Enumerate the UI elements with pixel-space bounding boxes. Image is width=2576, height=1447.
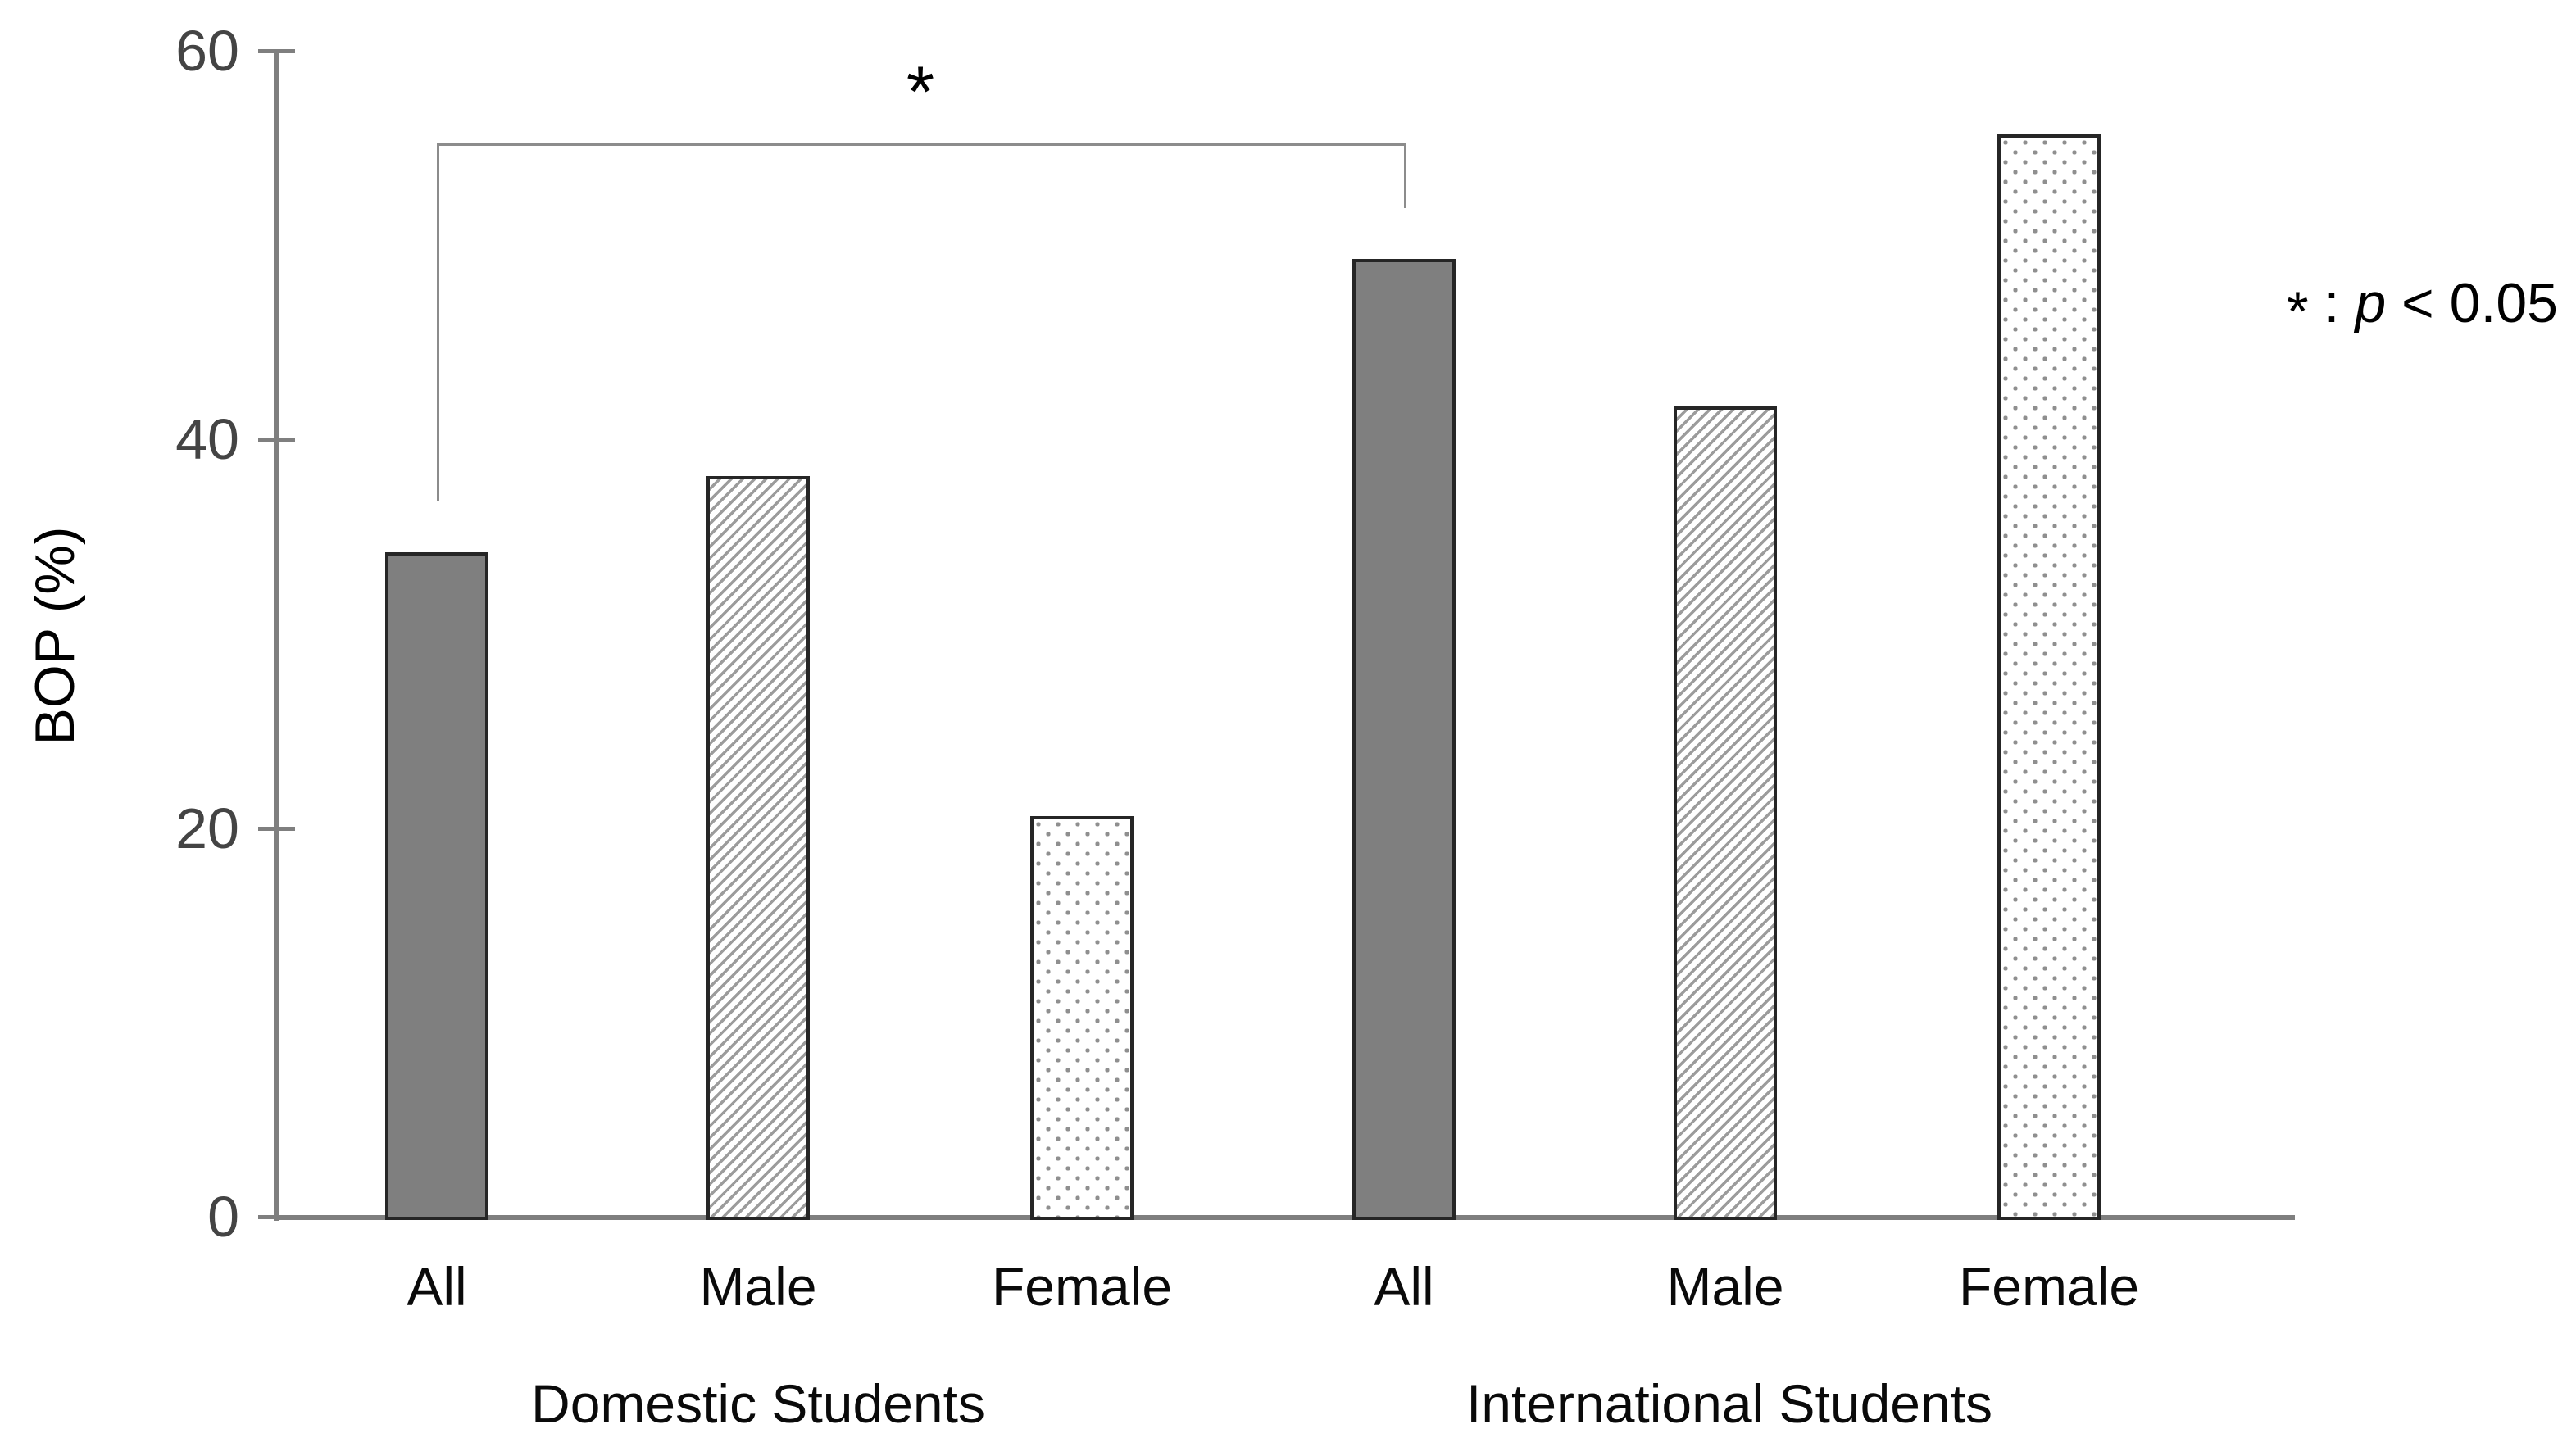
significance-bracket-top bbox=[437, 143, 1406, 146]
y-tick-mark bbox=[258, 827, 295, 831]
x-category-label-domestic-students-all: All bbox=[407, 1256, 467, 1317]
y-tick-label: 60 bbox=[175, 19, 239, 83]
x-category-label-international-students-male: Male bbox=[1666, 1256, 1784, 1317]
asterisk-symbol: * bbox=[2287, 280, 2309, 342]
p-symbol: p bbox=[2355, 272, 2387, 334]
bar-international-students-male bbox=[1674, 406, 1777, 1220]
x-category-label-international-students-female: Female bbox=[1958, 1256, 2140, 1317]
bar-domestic-students-all bbox=[385, 552, 488, 1220]
bar-domestic-students-male bbox=[706, 476, 810, 1220]
y-tick-label: 20 bbox=[175, 796, 239, 860]
bar-international-students-all bbox=[1352, 259, 1456, 1220]
x-axis-line bbox=[274, 1215, 2295, 1220]
x-category-label-international-students-all: All bbox=[1374, 1256, 1434, 1317]
y-tick-mark bbox=[258, 49, 295, 53]
y-tick-mark bbox=[258, 1215, 295, 1219]
y-tick-label: 0 bbox=[207, 1185, 239, 1249]
bar-domestic-students-female bbox=[1030, 816, 1134, 1220]
x-group-label-domestic-students: Domestic Students bbox=[531, 1373, 985, 1434]
y-axis-line bbox=[274, 51, 279, 1221]
significance-legend: * : p < 0.05 bbox=[2287, 270, 2558, 342]
significance-asterisk: * bbox=[906, 51, 935, 132]
x-category-label-domestic-students-male: Male bbox=[699, 1256, 817, 1317]
bar-international-students-female bbox=[1997, 134, 2101, 1220]
x-category-label-domestic-students-female: Female bbox=[991, 1256, 1173, 1317]
significance-bracket-right bbox=[1404, 143, 1406, 208]
y-tick-mark bbox=[258, 438, 295, 442]
x-group-label-international-students: International Students bbox=[1465, 1373, 1993, 1434]
significance-bracket-left bbox=[437, 143, 439, 501]
legend-separator: : bbox=[2308, 272, 2356, 334]
p-threshold-text: < 0.05 bbox=[2386, 272, 2558, 334]
y-tick-label: 40 bbox=[175, 407, 239, 471]
